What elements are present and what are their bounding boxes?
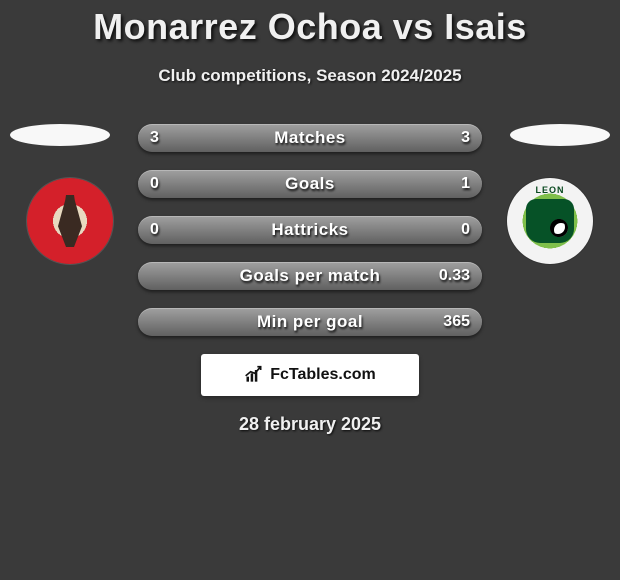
stat-label: Matches [138,124,482,152]
right-team-badge [507,178,593,264]
stat-row: Min per goal 365 [138,308,482,336]
stat-row: Goals per match 0.33 [138,262,482,290]
chart-icon [244,365,264,385]
date-text: 28 february 2025 [0,414,620,435]
stat-value-right: 3 [461,124,470,152]
stat-row: 0 Goals 1 [138,170,482,198]
left-marker-ellipse [10,124,110,146]
left-team-badge [27,178,113,264]
stat-label: Goals [138,170,482,198]
stat-value-right: 1 [461,170,470,198]
stat-rows: 3 Matches 3 0 Goals 1 0 Hattricks 0 Goal… [138,124,482,336]
page-title: Monarrez Ochoa vs Isais [0,0,620,48]
stat-value-right: 0.33 [439,262,470,290]
right-marker-ellipse [510,124,610,146]
stats-block: 3 Matches 3 0 Goals 1 0 Hattricks 0 Goal… [0,124,620,435]
stat-value-right: 0 [461,216,470,244]
leon-shield-icon [526,199,574,243]
brand-text: FcTables.com [270,366,376,384]
comparison-card: Monarrez Ochoa vs Isais Club competition… [0,0,620,435]
brand-card: FcTables.com [201,354,419,396]
stat-value-right: 365 [443,308,470,336]
stat-label: Hattricks [138,216,482,244]
stat-label: Min per goal [138,308,482,336]
stat-row: 0 Hattricks 0 [138,216,482,244]
xolo-figure-icon [50,195,90,247]
stat-label: Goals per match [138,262,482,290]
subtitle: Club competitions, Season 2024/2025 [0,66,620,86]
stat-row: 3 Matches 3 [138,124,482,152]
